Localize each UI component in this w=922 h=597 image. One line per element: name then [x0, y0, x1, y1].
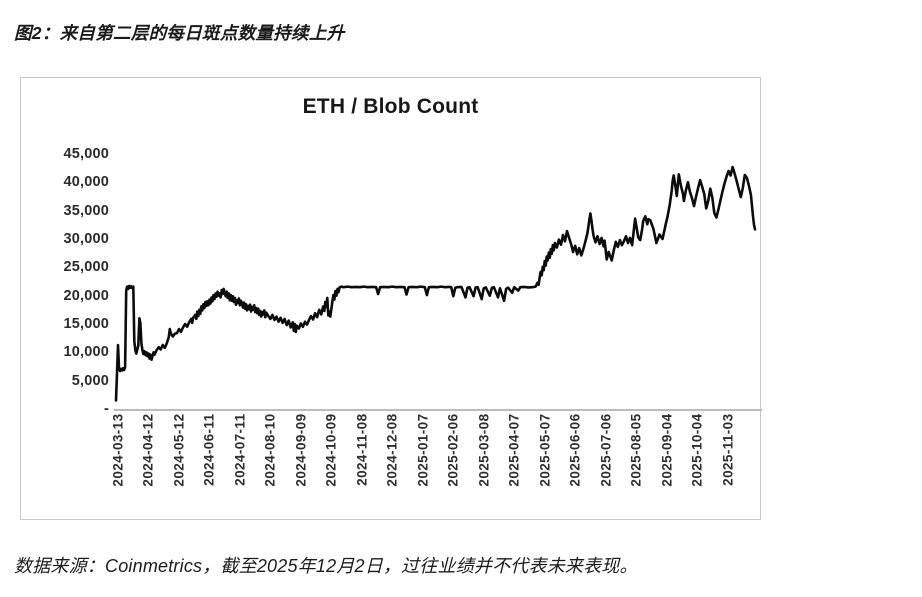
x-axis-tick-label: 2025-07-06	[598, 413, 614, 487]
x-axis-tick-label: 2024-07-11	[232, 413, 248, 486]
y-axis-tick-label: 20,000	[63, 287, 109, 304]
chart-panel: ETH / Blob Count 45,000 40,000 35,000 30,00…	[20, 77, 762, 520]
x-axis-tick-label: 2024-11-08	[354, 413, 370, 486]
x-axis-tick-label: 2024-04-12	[140, 413, 156, 487]
x-axis-line	[114, 409, 762, 411]
x-axis-tick-label: 2025-08-05	[628, 413, 644, 487]
x-axis-tick-label: 2025-02-06	[445, 413, 461, 487]
x-axis-tick-label: 2024-05-12	[171, 413, 187, 487]
source-caption: 数据来源：Coinmetrics，截至2025年12月2日，过往业绩并不代表未来…	[14, 556, 638, 576]
x-axis-tick-label: 2025-01-07	[415, 413, 431, 487]
y-axis-tick-label: 45,000	[63, 146, 109, 162]
x-axis-tick-label: 2025-06-06	[567, 413, 583, 487]
figure-title: 图2：来自第二层的每日斑点数量持续上升	[14, 23, 345, 43]
y-axis-tick-label: 5,000	[71, 372, 109, 389]
y-axis-tick-label: 10,000	[63, 344, 109, 361]
x-axis-tick-label: 2024-03-13	[110, 413, 126, 487]
y-axis-tick-label: 30,000	[63, 231, 109, 247]
x-axis-tick-label: 2024-06-11	[201, 413, 217, 486]
x-axis-tick-label: 2025-10-04	[689, 413, 705, 487]
x-axis-tick-label: 2024-09-09	[293, 413, 309, 487]
chart-title: ETH / Blob Count	[302, 95, 479, 118]
x-axis-tick-label: 2024-10-09	[323, 413, 339, 487]
x-axis-tick-label: 2025-09-04	[659, 413, 675, 487]
x-axis-tick-label: 2025-04-07	[506, 413, 522, 487]
blob-count-line-chart	[114, 165, 757, 402]
y-axis-tick-label: 25,000	[63, 259, 109, 276]
x-axis-tick-label: 2025-03-08	[476, 413, 492, 487]
y-axis-tick-label: 35,000	[63, 202, 109, 219]
x-axis-tick-label: 2024-12-08	[384, 413, 400, 487]
y-axis-tick-label: -	[103, 401, 109, 417]
y-axis-tick-label: 15,000	[63, 316, 109, 332]
x-axis-tick-label: 2025-05-07	[537, 413, 553, 487]
x-axis-tick-label: 2025-11-03	[720, 413, 736, 486]
series-line	[114, 165, 757, 402]
x-axis-tick-label: 2024-08-10	[262, 413, 278, 487]
y-axis-tick-label: 40,000	[63, 174, 109, 191]
